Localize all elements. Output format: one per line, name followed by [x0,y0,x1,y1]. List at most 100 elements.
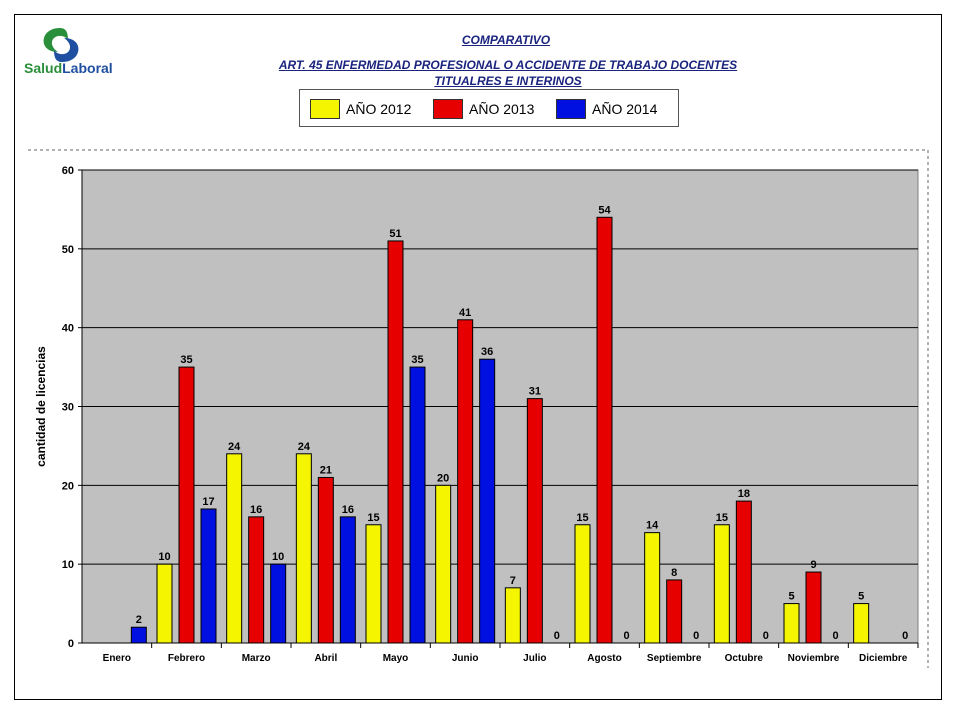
bar-año-2012 [295,453,312,644]
x-tick-label: Febrero [168,653,205,664]
y-tick-label: 50 [62,244,74,256]
data-label: 8 [671,567,677,579]
bar-año-2012 [853,603,870,644]
data-label: 0 [902,630,908,642]
salud-laboral-logo-icon [43,28,79,62]
data-label: 31 [529,386,541,398]
legend-swatch-2014 [556,99,586,119]
bar-año-2013 [317,476,334,644]
bar-año-2013 [248,516,265,644]
data-label: 54 [598,204,611,216]
logo-text-laboral: Laboral [62,60,113,76]
y-tick-label: 40 [62,323,74,335]
data-label: 36 [481,346,493,358]
data-label: 17 [202,496,214,508]
y-tick-label: 30 [62,402,74,414]
data-label: 20 [437,472,449,484]
data-label: 41 [459,307,471,319]
bar-año-2014 [200,508,217,644]
page-subtitle: ART. 45 ENFERMEDAD PROFESIONAL O ACCIDEN… [218,57,798,89]
data-label: 18 [738,488,750,500]
bar-año-2014 [270,563,287,644]
data-label: 15 [716,512,728,524]
bar-año-2012 [574,524,591,644]
x-tick-label: Enero [103,653,131,664]
data-label: 5 [788,591,794,603]
legend-swatch-2012 [310,99,340,119]
data-label: 10 [158,551,170,563]
data-label: 15 [576,512,588,524]
x-tick-label: Agosto [587,653,621,664]
subtitle-line-1: ART. 45 ENFERMEDAD PROFESIONAL O ACCIDEN… [278,58,738,72]
x-tick-label: Abril [314,653,337,664]
data-label: 14 [646,520,659,532]
data-label: 16 [250,504,262,516]
bar-año-2013 [387,240,404,644]
slide-frame [14,14,942,700]
x-tick-label: Octubre [725,653,764,664]
logo-text-salud: Salud [24,60,63,76]
data-label: 15 [367,512,379,524]
bar-año-2014 [409,366,426,644]
data-label: 7 [510,575,516,587]
legend-swatch-2013 [433,99,463,119]
bar-año-2012 [226,453,243,644]
y-tick-label: 20 [62,480,74,492]
x-tick-label: Diciembre [859,653,908,664]
data-label: 35 [180,354,192,366]
chart-area-border [28,149,929,668]
legend-item-2012: AÑO 2012 [310,98,411,120]
bar-año-2012 [644,532,661,644]
legend-label-2014: AÑO 2014 [592,101,658,117]
logo-text: SaludLaboral [24,60,113,76]
y-tick-label: 60 [62,165,74,177]
legend-label-2012: AÑO 2012 [346,101,412,117]
y-tick-label: 0 [68,638,74,650]
x-tick-label: Julio [523,653,546,664]
legend-label-2013: AÑO 2013 [469,101,535,117]
bar-año-2013 [805,571,822,644]
x-tick-label: Noviembre [788,653,840,664]
x-tick-label: Mayo [383,653,409,664]
data-label: 35 [411,354,423,366]
bar-año-2012 [156,563,173,644]
legend-item-2013: AÑO 2013 [433,98,534,120]
data-label: 2 [136,614,142,626]
bar-año-2012 [365,524,382,644]
x-tick-label: Junio [452,653,479,664]
data-label: 0 [554,630,560,642]
bar-año-2013 [666,579,683,644]
data-label: 10 [272,551,284,563]
legend-item-2014: AÑO 2014 [556,98,657,120]
bar-año-2014 [479,358,496,644]
data-label: 21 [320,464,332,476]
data-label: 24 [298,441,311,453]
bar-año-2012 [783,603,800,644]
data-label: 0 [763,630,769,642]
data-label: 9 [810,559,816,571]
bar-año-2012 [713,524,730,644]
data-label: 5 [858,591,864,603]
data-label: 0 [832,630,838,642]
data-label: 24 [228,441,241,453]
bar-año-2014 [339,516,356,644]
bar-año-2013 [596,216,613,644]
bar-año-2013 [178,366,195,644]
x-tick-label: Marzo [242,653,271,664]
x-tick-label: Septiembre [647,653,702,664]
page-title: COMPARATIVO [461,33,551,47]
subtitle-line-2: TITUALRES E INTERINOS [434,74,582,88]
chart-legend: AÑO 2012 AÑO 2013 AÑO 2014 [299,89,679,127]
bar-año-2013 [735,500,752,644]
data-label: 16 [342,504,354,516]
y-tick-label: 10 [62,559,74,571]
y-axis-label: cantidad de licencias [34,346,48,467]
bar-año-2014 [130,626,147,644]
bar-año-2013 [457,319,474,644]
data-label: 0 [693,630,699,642]
data-label: 0 [623,630,629,642]
bar-año-2012 [435,484,452,644]
data-label: 51 [389,228,401,240]
bar-año-2013 [526,398,543,644]
